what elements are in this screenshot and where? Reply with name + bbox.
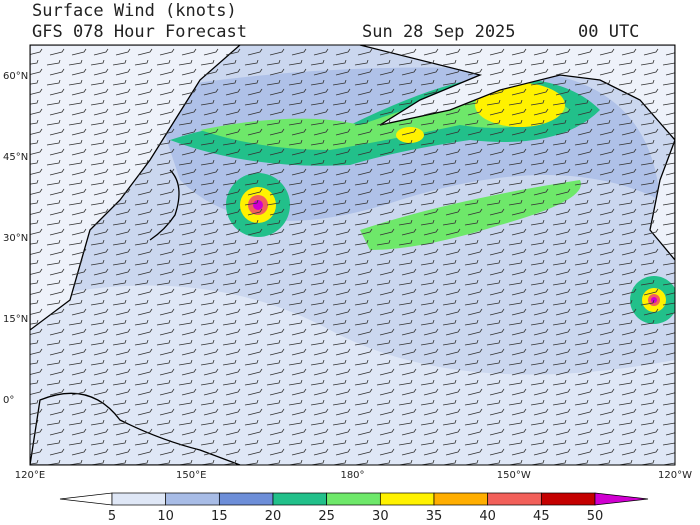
colorbar-label: 20: [265, 509, 282, 524]
lat-label: 45°N: [3, 152, 28, 163]
colorbar-low-arrow: [59, 492, 113, 506]
colorbar-bin: [433, 492, 489, 506]
forecast-time: 00 UTC: [578, 22, 639, 42]
map-axes: 60°N 45°N 30°N 15°N 0° 120°E 150°E 180° 150°W 120…: [3, 71, 692, 481]
colorbar-bin: [218, 492, 274, 506]
colorbar-bin: [111, 492, 167, 506]
lon-label: 120°W: [658, 470, 692, 481]
wind-barbs: [30, 45, 675, 465]
colorbar-label: 10: [157, 509, 174, 524]
colorbar-bin: [326, 492, 381, 506]
lon-label: 150°W: [497, 470, 531, 481]
colorbar-high-arrow: [594, 492, 649, 506]
lon-label: 150°E: [176, 470, 206, 481]
colorbar-bin: [272, 492, 328, 506]
colorbar-bin: [487, 492, 542, 506]
colorbar-label: 40: [479, 509, 496, 524]
colorbar-bin: [165, 492, 220, 506]
colorbar-label: 50: [587, 509, 604, 524]
lon-label: 180°: [340, 470, 364, 481]
lat-label: 15°N: [3, 314, 28, 325]
colorbar-bin: [540, 492, 596, 506]
colorbar-label: 15: [211, 509, 228, 524]
map-frame: [29, 44, 676, 466]
colorbar-label: 45: [533, 509, 550, 524]
colorbar-bin: [379, 492, 435, 506]
title: Surface Wind (knots): [32, 1, 237, 21]
subtitle: GFS 078 Hour Forecast: [32, 22, 247, 42]
colorbar-label: 30: [372, 509, 389, 524]
lat-label: 60°N: [3, 71, 28, 82]
colorbar-label: 25: [318, 509, 335, 524]
map-field: [30, 45, 675, 465]
forecast-date: Sun 28 Sep 2025: [362, 22, 516, 42]
colorbar-label: 35: [426, 509, 443, 524]
colorbar: 5 10 15 20 25 30 35 40 45 50: [59, 492, 649, 524]
lon-label: 120°E: [15, 470, 45, 481]
colorbar-label: 5: [108, 509, 116, 524]
lat-label: 0°: [3, 395, 14, 406]
lat-label: 30°N: [3, 233, 28, 244]
